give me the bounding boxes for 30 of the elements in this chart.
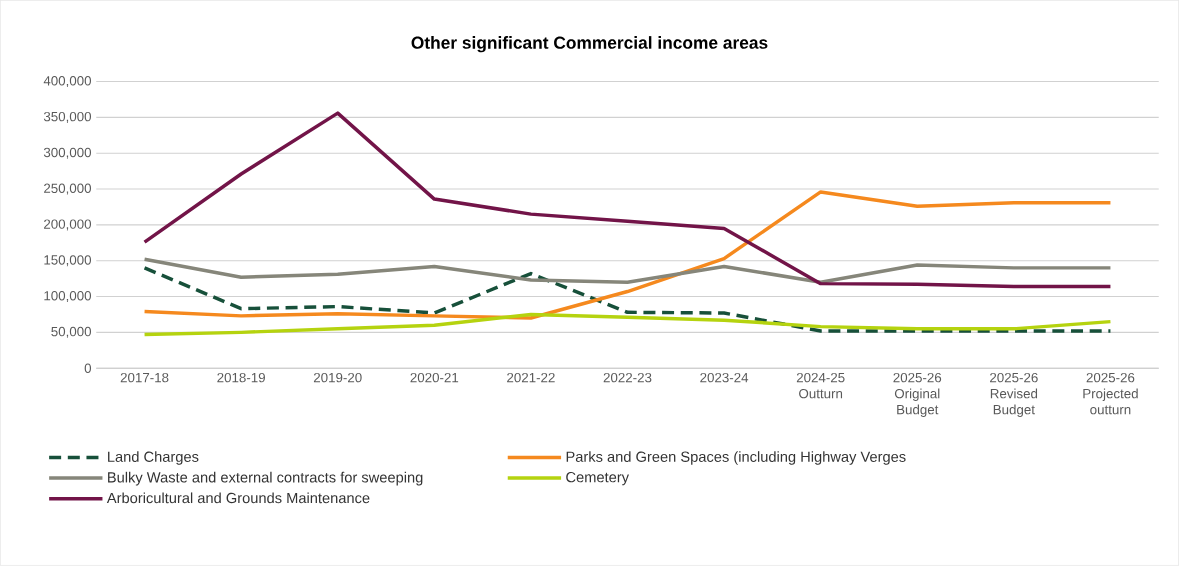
y-tick-label: 50,000 xyxy=(51,326,92,338)
x-tick-label: 2024-25 Outturn xyxy=(796,373,845,399)
x-tick-label: 2025-26 Original Budget xyxy=(893,373,942,418)
legend-label: Bulky Waste and external contracts for sweeping xyxy=(108,471,423,486)
chart-title: Other significant Commercial income areas xyxy=(411,36,768,53)
y-tick-label: 400,000 xyxy=(43,76,92,88)
y-tick-label: 350,000 xyxy=(43,112,92,124)
legend-label: Parks and Green Spaces (including Highway Verges xyxy=(566,451,906,465)
x-tick-label: 2020-21 xyxy=(410,373,459,383)
y-tick-label: 250,000 xyxy=(44,183,92,195)
x-tick-label: 2023-24 xyxy=(700,373,749,383)
y-tick-label: 150,000 xyxy=(44,255,92,267)
legend-label: Cemetery xyxy=(566,472,629,486)
y-tick-label: 100,000 xyxy=(44,291,92,303)
legend-label: Land Charges xyxy=(108,451,199,465)
x-tick-label: 2022-23 xyxy=(603,373,652,383)
line-series xyxy=(142,312,1113,337)
y-tick-label: 300,000 xyxy=(43,147,92,159)
x-tick-label: 2025-26 Projected outturn xyxy=(1083,373,1138,415)
x-tick-label: 2018-19 xyxy=(217,373,265,383)
x-tick-label: 2019-20 xyxy=(313,373,362,383)
x-tick-label: 2025-26 Revised Budget xyxy=(990,373,1038,418)
line-series xyxy=(142,190,1113,320)
x-tick-label: 2017-18 xyxy=(120,373,169,383)
line-series xyxy=(142,257,1113,285)
legend-label: Arboricultural and Grounds Maintenance xyxy=(106,492,370,504)
y-tick-label: 0 xyxy=(84,363,92,374)
y-tick-label: 200,000 xyxy=(44,219,92,231)
x-tick-label: 2021-22 xyxy=(507,373,555,383)
line-series xyxy=(142,111,1113,289)
